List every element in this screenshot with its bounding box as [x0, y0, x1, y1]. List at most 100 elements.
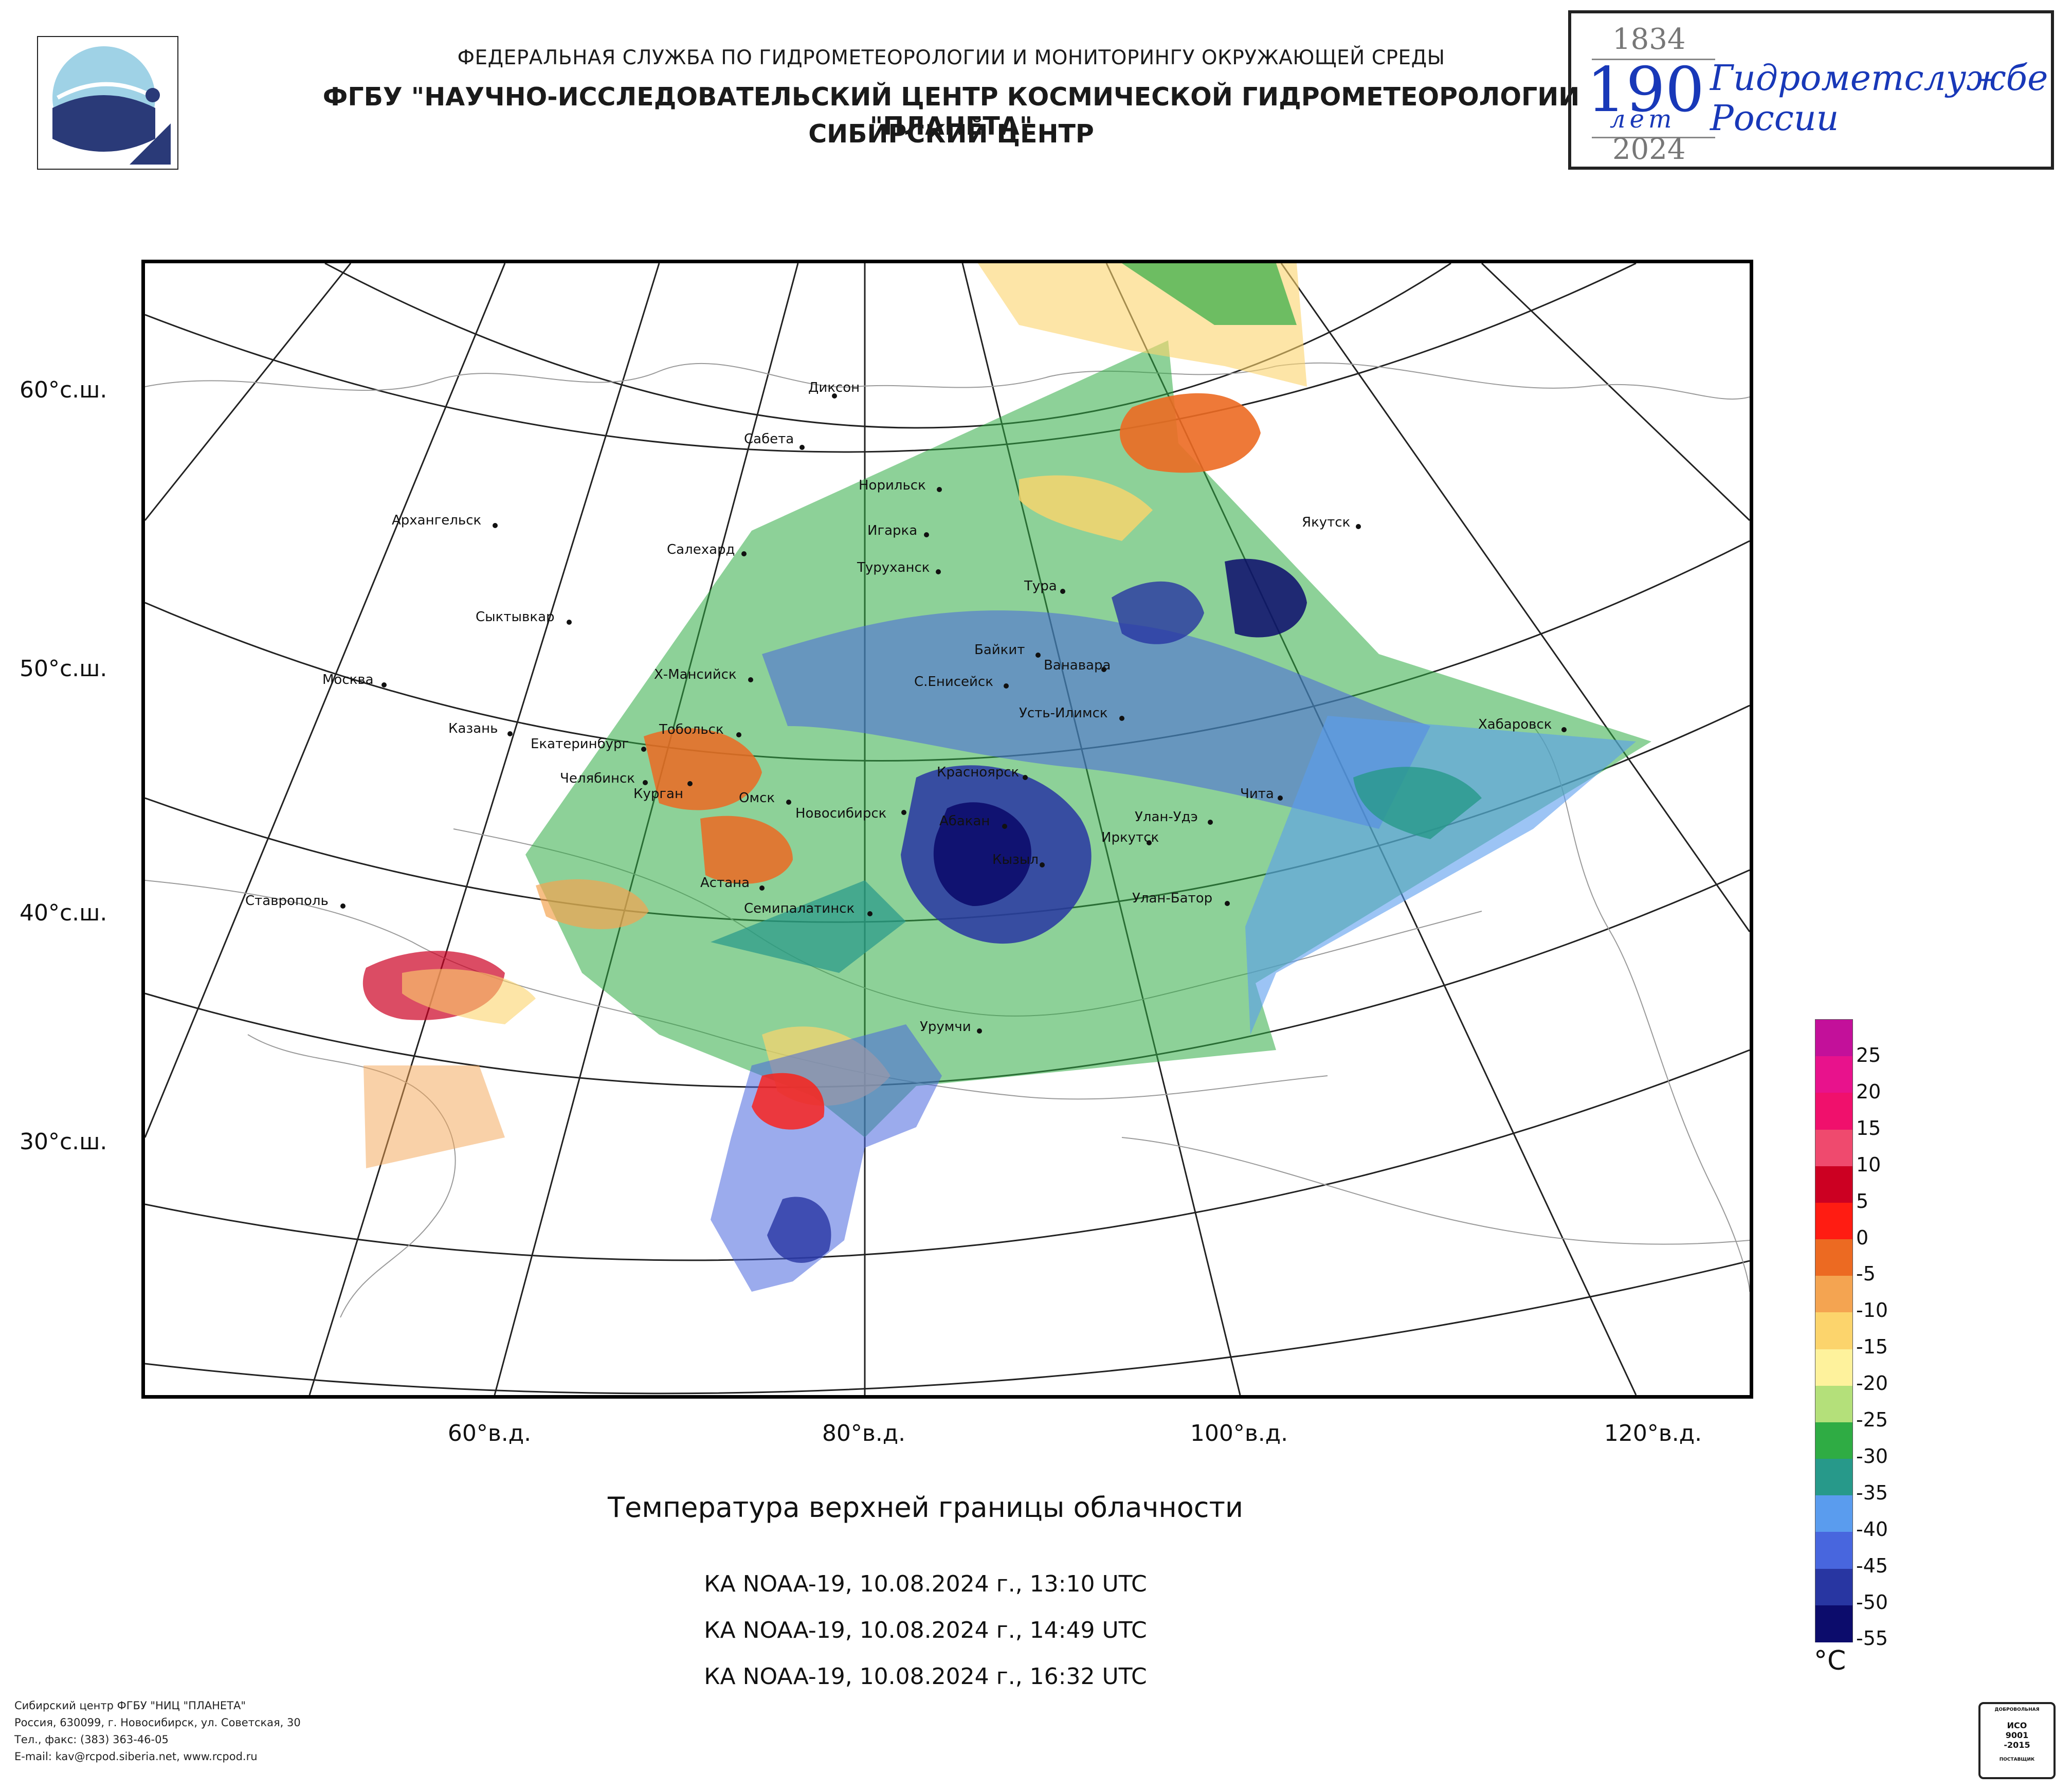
city-urumqi: Урумчи: [920, 1019, 982, 1035]
legend-color-segment: [1815, 1202, 1852, 1240]
legend-tick-label: 0: [1856, 1226, 1869, 1249]
planeta-logo: [36, 35, 179, 171]
city-salekhard: Салехард: [667, 542, 747, 557]
city-ulan-bator: Улан-Батор: [1132, 891, 1230, 906]
legend-tick-label: -5: [1856, 1262, 1876, 1286]
cloud-swath-west: [362, 879, 649, 1168]
city-chita: Чита: [1240, 786, 1283, 802]
legend-color-segment: [1815, 1422, 1852, 1460]
svg-text:Сыктывкар: Сыктывкар: [476, 609, 555, 625]
svg-text:Иркутск: Иркутск: [1101, 830, 1159, 845]
legend-tick-label: 25: [1856, 1044, 1881, 1066]
legend-color-segment: [1815, 1385, 1852, 1423]
city-omsk: Омск: [739, 790, 791, 806]
anniversary-year-end: 2024: [1612, 133, 1686, 166]
svg-text:Норильск: Норильск: [859, 478, 926, 493]
legend-unit: °C: [1814, 1645, 1846, 1676]
city-krasnoyarsk: Красноярск: [937, 765, 1028, 780]
city-dikson: Диксон: [808, 380, 860, 399]
svg-text:Курган: Курган: [633, 786, 683, 802]
city-norilsk: Норильск: [859, 478, 942, 493]
lat-label-40: 40°с.ш.: [20, 900, 107, 926]
svg-text:Тура: Тура: [1024, 578, 1057, 594]
header-line-1: ФЕДЕРАЛЬНАЯ СЛУЖБА ПО ГИДРОМЕТЕОРОЛОГИИ …: [457, 46, 1445, 69]
svg-text:С.Енисейск: С.Енисейск: [914, 674, 993, 690]
legend-color-segment: [1815, 1312, 1852, 1350]
cert-line-2: 9001: [2005, 1730, 2029, 1740]
legend-color-segment: [1815, 1093, 1852, 1130]
svg-text:Архангельск: Архангельск: [392, 513, 481, 528]
footer-line-3: Тел., факс: (383) 363-46-05: [14, 1733, 169, 1746]
city-ust-ilimsk: Усть-Илимск: [1019, 705, 1124, 721]
city-igarka: Игарка: [867, 523, 929, 538]
cert-bottom: ПОСТАВЩИК: [1999, 1757, 2035, 1762]
city-markers: Диксон Сабета Норильск Архангельск Игарк…: [245, 380, 1567, 1035]
satellite-pass-2: КА NOAA-19, 10.08.2024 г., 14:49 UTC: [704, 1617, 1147, 1643]
city-khabarovsk: Хабаровск: [1478, 717, 1567, 732]
svg-text:Салехард: Салехард: [667, 542, 735, 557]
iso-certificate-badge: ДОБРОВОЛЬНАЯ ИСО 9001 -2015 ПОСТАВЩИК: [1978, 1702, 2056, 1779]
footer-line-2: Россия, 630099, г. Новосибирск, ул. Сове…: [14, 1716, 301, 1729]
svg-text:Сабета: Сабета: [744, 431, 794, 447]
anniversary-number: 190: [1587, 55, 1705, 126]
lon-label-80: 80°в.д.: [822, 1420, 906, 1446]
lat-label-30: 30°с.ш.: [20, 1129, 107, 1155]
anniversary-slogan-1: Гидрометслужбе: [1710, 58, 2048, 99]
svg-text:Хабаровск: Хабаровск: [1478, 717, 1552, 732]
city-astana: Астана: [700, 875, 765, 891]
cloud-swath-south: [711, 1024, 942, 1292]
svg-text:Омск: Омск: [739, 790, 775, 806]
svg-text:Астана: Астана: [700, 875, 750, 891]
city-vanavara: Ванавара: [1044, 658, 1111, 673]
lon-label-100: 100°в.д.: [1190, 1420, 1288, 1446]
city-khanty-mansiysk: Х-Мансийск: [654, 667, 753, 682]
svg-text:Кызыл: Кызыл: [992, 852, 1039, 867]
temperature-legend-bar: [1815, 1019, 1853, 1642]
cert-top: ДОБРОВОЛЬНАЯ: [1994, 1707, 2040, 1712]
city-moscow: Москва: [322, 672, 387, 688]
lon-label-120: 120°в.д.: [1604, 1420, 1702, 1446]
legend-color-segment: [1815, 1605, 1852, 1642]
legend-tick-label: -40: [1856, 1517, 1888, 1541]
svg-text:Байкит: Байкит: [974, 642, 1025, 658]
anniversary-years-word: лет: [1610, 105, 1676, 134]
legend-color-segment: [1815, 1349, 1852, 1386]
city-turukhansk: Туруханск: [857, 560, 941, 575]
legend-color-segment: [1815, 1166, 1852, 1203]
city-baikit: Байкит: [974, 642, 1041, 658]
cloud-swath-northeast: [978, 263, 1307, 387]
cert-line-1: ИСО: [2007, 1721, 2027, 1730]
lat-label-50: 50°с.ш.: [20, 656, 107, 682]
city-chelyabinsk: Челябинск: [560, 771, 648, 786]
legend-tick-label: -20: [1856, 1372, 1888, 1395]
lat-label-60: 60°с.ш.: [20, 377, 107, 403]
cert-line-3: -2015: [2004, 1740, 2030, 1750]
svg-text:Игарка: Игарка: [867, 523, 917, 538]
header-line-2: ФГБУ "НАУЧНО-ИССЛЕДОВАТЕЛЬСКИЙ ЦЕНТР КОС…: [322, 82, 1580, 141]
legend-tick-label: -35: [1856, 1481, 1888, 1504]
city-tobolsk: Тобольск: [659, 722, 741, 737]
legend-tick-label: -15: [1856, 1335, 1888, 1359]
legend-tick-label: 5: [1856, 1189, 1869, 1213]
legend-color-segment: [1815, 1129, 1852, 1167]
legend-color-segment: [1815, 1568, 1852, 1606]
svg-text:Тобольск: Тобольск: [659, 722, 724, 737]
legend-color-segment: [1815, 1495, 1852, 1533]
legend-tick-label: -50: [1856, 1590, 1888, 1614]
anniversary-slogan-2: России: [1710, 98, 1839, 139]
anniversary-year-start: 1834: [1612, 23, 1686, 56]
svg-text:Новосибирск: Новосибирск: [795, 806, 886, 821]
svg-text:Ставрополь: Ставрополь: [245, 893, 329, 909]
svg-text:Москва: Москва: [322, 672, 374, 688]
cloud-top-temperature-map: Диксон Сабета Норильск Архангельск Игарк…: [145, 263, 1750, 1395]
legend-tick-label: -55: [1856, 1627, 1888, 1650]
city-novosibirsk: Новосибирск: [795, 806, 906, 821]
city-sabeta: Сабета: [744, 431, 805, 450]
legend-color-segment: [1815, 1276, 1852, 1313]
satellite-pass-3: КА NOAA-19, 10.08.2024 г., 16:32 UTC: [704, 1663, 1147, 1690]
city-syktyvkar: Сыктывкар: [476, 609, 572, 625]
legend-tick-label: -25: [1856, 1408, 1888, 1431]
city-severo-yeniseysk: С.Енисейск: [914, 674, 1009, 690]
legend-tick-label: 10: [1856, 1153, 1881, 1176]
footer-line-1: Сибирский центр ФГБУ "НИЦ "ПЛАНЕТА": [14, 1699, 246, 1712]
